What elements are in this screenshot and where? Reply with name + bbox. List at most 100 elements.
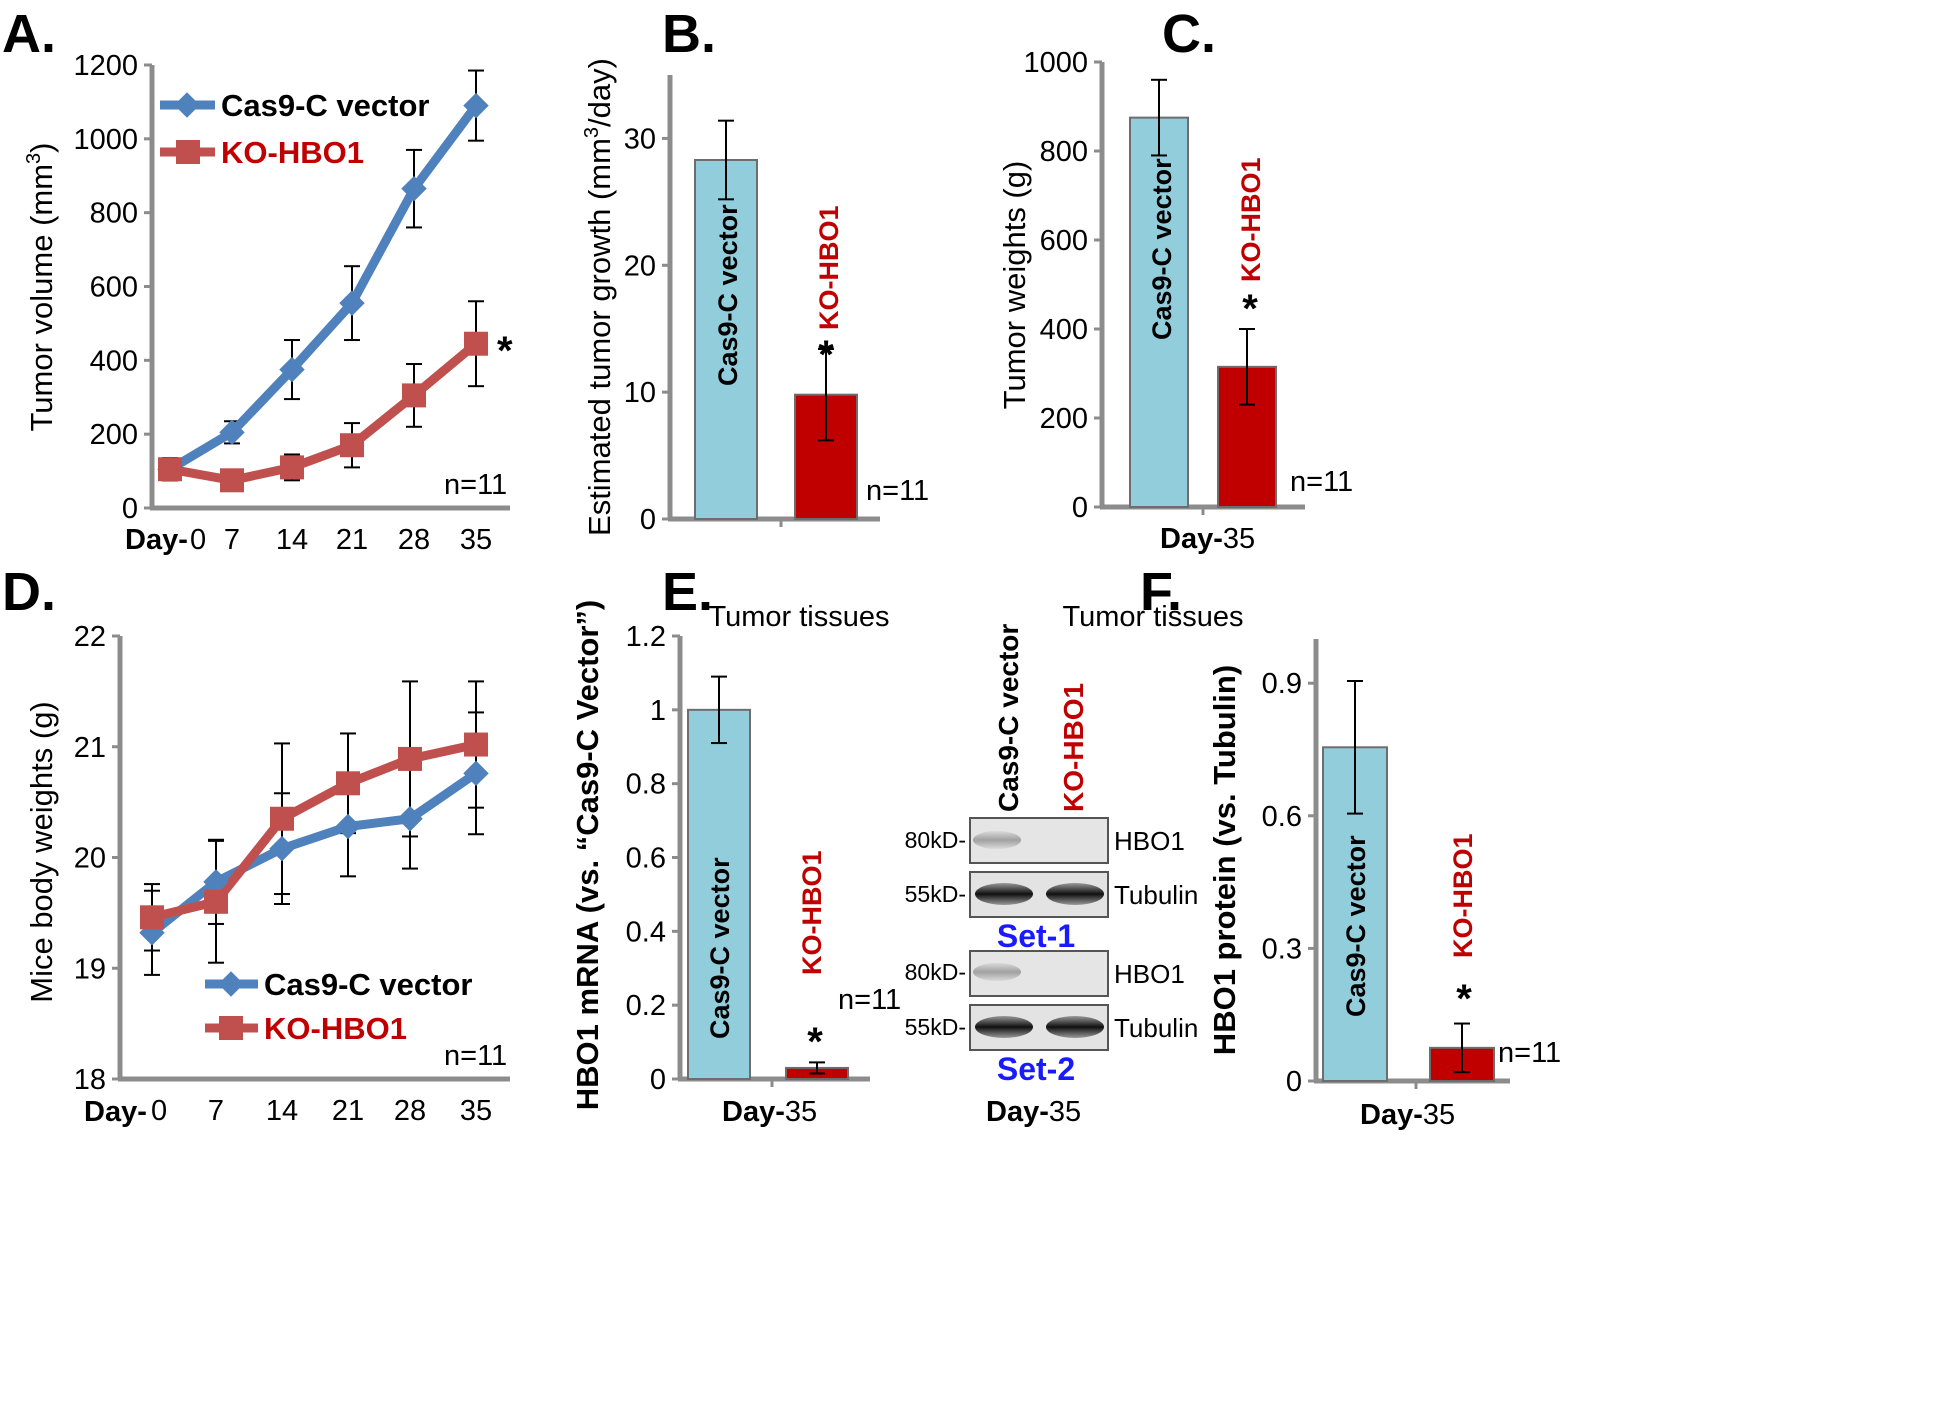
f-y-axis-label: HBO1 protein (vs. Tubulin) <box>1207 665 1242 1055</box>
f-category-label-cas9: Cas9-C vector <box>1341 835 1371 1017</box>
b-y-tick-label: 20 <box>624 250 656 282</box>
panel-e-chart: Tumor tissues 0 0.2 0.4 0.6 0.8 1 1.2 Cas9-C v… <box>570 600 901 1128</box>
a-y-tick-label: 0 <box>122 493 138 525</box>
panel-label-f: F. <box>1140 562 1182 622</box>
c-significance-star: * <box>1242 287 1258 331</box>
a-x-tick-label: 7 <box>224 524 240 556</box>
panel-a-chart: 0 200 400 600 800 1000 1200 Tumor volume (mm3)… <box>23 50 513 556</box>
blot-set2-hbo1-label: HBO1 <box>1114 959 1185 989</box>
c-category-label-cas9: Cas9-C vector <box>1147 158 1177 340</box>
c-y-tick-label: 1000 <box>1023 47 1088 79</box>
a-y-tick-label: 400 <box>90 345 138 377</box>
a-x-tick-label: 21 <box>336 524 368 556</box>
panel-d-chart: 18 19 20 21 22 Mice body weights (g) Day- 0 7… <box>24 621 510 1128</box>
a-y-tick-label: 200 <box>90 419 138 451</box>
e-y-tick-label: 0 <box>650 1064 666 1096</box>
d-day-prefix: Day- <box>84 1096 147 1128</box>
c-y-tick-label: 800 <box>1040 136 1088 168</box>
c-bar-cas9 <box>1129 116 1189 508</box>
f-title: Tumor tissues <box>1062 601 1243 633</box>
panel-b-chart: 0 10 20 30 Cas9-C vector KO-HBO1* Estimated … <box>581 58 929 536</box>
b-significance-star: * <box>818 333 834 377</box>
a-point-ko <box>280 455 304 480</box>
blot-set1-hbo1-band <box>973 831 1021 849</box>
d-x-tick-label: 14 <box>266 1095 298 1127</box>
a-y-axis-label: Tumor volume (mm3) <box>23 143 59 432</box>
blot-set2-kd-80: 80kD- <box>905 959 966 985</box>
d-x-tick-label: 35 <box>460 1095 492 1127</box>
a-series-line-ko <box>169 340 479 485</box>
a-legend-marker-cas9 <box>174 92 200 118</box>
a-y-tick-label: 1200 <box>73 50 138 82</box>
c-y-axis-label: Tumor weights (g) <box>997 161 1032 410</box>
blot-set1-tubulin-band-2 <box>1046 883 1104 905</box>
blot-set1-hbo1-label: HBO1 <box>1114 826 1185 856</box>
blot-set2-label: Set-2 <box>997 1051 1075 1087</box>
d-legend-marker-ko <box>219 1016 243 1040</box>
a-y-tick-label: 600 <box>90 272 138 304</box>
d-point-ko <box>464 732 488 757</box>
d-x-tick-label: 7 <box>208 1095 224 1127</box>
e-y-tick-label: 1 <box>650 695 666 727</box>
a-point-ko <box>464 331 488 356</box>
a-y-tick-label: 800 <box>90 198 138 230</box>
c-y-tick-label: 600 <box>1040 225 1088 257</box>
a-y-tick-label: 1000 <box>73 124 138 156</box>
a-legend-marker-ko <box>176 140 200 164</box>
a-legend-label-cas9: Cas9-C vector <box>221 88 429 123</box>
b-category-label-ko: KO-HBO1 <box>814 205 844 330</box>
b-y-tick-label: 30 <box>624 123 656 155</box>
blot-set1-kd-55: 55kD- <box>905 881 966 907</box>
b-y-axis-label: Estimated tumor growth (mm3/day) <box>581 58 617 536</box>
e-y-tick-label: 0.4 <box>626 916 666 948</box>
a-point-ko <box>340 433 364 458</box>
panel-label-d: D. <box>2 562 56 622</box>
e-day-label: Day-35 <box>722 1096 817 1128</box>
a-day-prefix: Day- <box>125 524 188 556</box>
d-n-label: n=11 <box>444 1040 507 1072</box>
blot-set2-tubulin-band-1 <box>975 1016 1033 1038</box>
blot-set2-tubulin-label: Tubulin <box>1114 1013 1198 1043</box>
blot-col-label-ko: KO-HBO1 <box>1058 683 1089 812</box>
c-day-label: Day-35 <box>1160 523 1255 555</box>
e-category-label-ko: KO-HBO1 <box>797 850 827 975</box>
e-n-label: n=11 <box>838 984 901 1016</box>
a-point-cas9 <box>463 92 489 119</box>
b-y-tick-label: 10 <box>624 377 656 409</box>
a-point-cas9 <box>279 356 305 383</box>
d-x-tick-label: 28 <box>394 1095 426 1127</box>
a-point-cas9 <box>219 419 245 446</box>
a-point-ko <box>158 457 182 482</box>
f-y-tick-label: 0.6 <box>1262 801 1302 833</box>
a-legend-label-ko: KO-HBO1 <box>221 135 364 170</box>
a-significance-star: * <box>497 329 513 373</box>
blot-set1-tubulin-label: Tubulin <box>1114 880 1198 910</box>
d-y-tick-label: 20 <box>74 843 106 875</box>
a-point-ko <box>402 383 426 408</box>
d-x-tick-label: 0 <box>151 1095 167 1127</box>
b-bar-cas9 <box>694 158 758 520</box>
d-point-cas9 <box>203 869 229 895</box>
a-x-tick-label: 28 <box>398 524 430 556</box>
western-blot: Tumor tissues Cas9-C vector KO-HBO1 80kD… <box>905 601 1244 1128</box>
blot-set2-tubulin-band-2 <box>1046 1016 1104 1038</box>
c-y-tick-label: 0 <box>1072 492 1088 524</box>
b-category-label-cas9: Cas9-C vector <box>713 204 743 386</box>
a-x-tick-label: 14 <box>276 524 308 556</box>
b-y-tick-label: 0 <box>640 504 656 536</box>
f-y-tick-label: 0 <box>1286 1066 1302 1098</box>
d-point-ko <box>140 905 164 930</box>
blot-set2-kd-55: 55kD- <box>905 1014 966 1040</box>
a-x-tick-label: 35 <box>460 524 492 556</box>
d-y-tick-label: 22 <box>74 621 106 653</box>
blot-col-label-cas9: Cas9-C vector <box>993 624 1024 812</box>
f-category-label-ko: KO-HBO1 <box>1448 833 1478 958</box>
d-y-axis-label: Mice body weights (g) <box>24 701 59 1003</box>
d-legend-marker-cas9 <box>218 971 244 997</box>
blot-set2-hbo1-lane-box <box>969 950 1109 997</box>
blot-set1-tubulin-band-1 <box>975 883 1033 905</box>
panel-f-chart: 0 0.3 0.6 0.9 Cas9-C vector KO-HBO1 * HBO1 pr… <box>1207 639 1561 1131</box>
f-day-label: Day-35 <box>1360 1099 1455 1131</box>
panel-label-e: E. <box>662 562 713 622</box>
e-y-tick-label: 0.8 <box>626 769 666 801</box>
